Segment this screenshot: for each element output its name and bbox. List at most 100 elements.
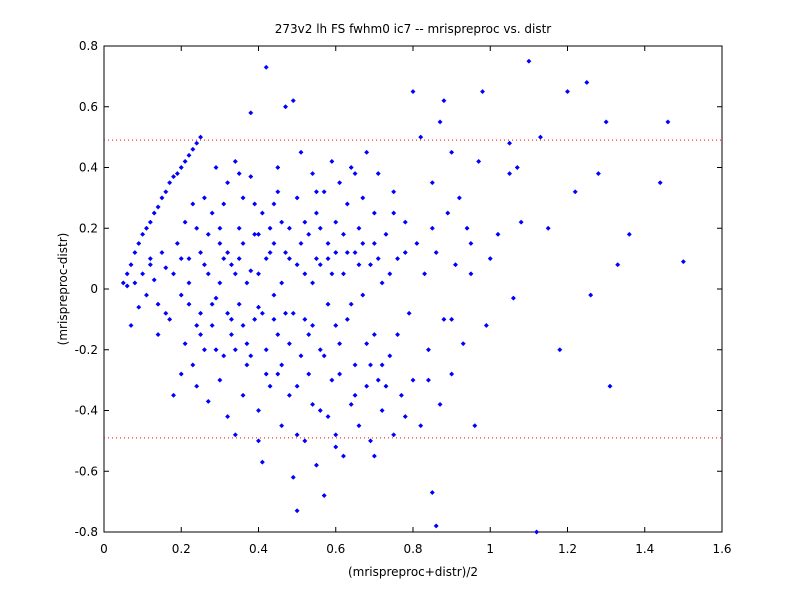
data-point [155,332,161,338]
data-point [259,310,265,316]
data-point [209,322,215,329]
data-point [344,201,350,207]
data-point [170,392,177,398]
data-point [526,58,532,64]
y-tick-label: -0.8 [75,525,98,539]
data-point [201,347,207,353]
data-point [514,164,520,171]
data-point [182,341,188,347]
data-point [271,292,277,298]
data-point [402,414,408,420]
data-point [306,231,312,237]
data-point [425,347,432,353]
data-point [433,249,439,256]
data-point [213,295,219,301]
data-point [240,392,246,398]
x-tick-label: 1.2 [558,542,577,556]
data-point [228,332,235,338]
data-point [313,189,319,195]
data-point [317,262,323,268]
data-point [147,256,153,262]
data-point [545,225,551,231]
data-point [298,240,304,246]
data-point [136,240,142,246]
data-point [217,280,223,286]
data-point [124,283,130,289]
data-point [198,134,204,140]
data-point [286,256,292,262]
data-point [143,225,150,231]
data-point [294,432,300,438]
data-point [174,240,180,246]
data-point [279,280,285,286]
data-point [348,401,354,407]
data-point [186,280,192,286]
data-point [225,414,231,420]
data-point [174,171,180,177]
data-point [267,225,273,231]
data-point [294,195,300,201]
data-point [128,322,134,329]
data-point [391,189,397,195]
data-point [476,158,482,164]
data-point [228,262,235,268]
data-point [310,280,316,286]
data-point [213,164,219,171]
data-point [410,377,416,383]
data-point [132,280,138,286]
data-point [379,280,385,286]
data-point [371,453,377,459]
data-point [603,119,609,125]
data-point [263,64,269,70]
data-point [379,362,385,368]
data-point [143,292,150,298]
data-point [228,316,235,322]
data-point [483,322,489,329]
data-point [507,171,513,177]
data-point [151,277,157,283]
data-point [321,353,327,359]
data-point [557,347,563,353]
data-point [248,268,254,274]
data-point [310,401,316,407]
data-point [433,523,439,529]
data-point [198,332,204,338]
data-point [155,204,161,210]
data-point [352,362,358,368]
chart-title: 273v2 lh FS fwhm0 ic7 -- mrispreproc vs.… [275,22,552,36]
data-point [267,383,273,389]
data-point [429,180,435,186]
data-point [313,256,319,262]
data-point [352,392,358,398]
data-point [337,341,343,347]
data-point [147,219,153,225]
data-point [236,171,242,177]
x-tick-label: 0.4 [249,542,268,556]
data-point [364,341,370,347]
data-point [259,459,265,465]
data-point [371,240,377,246]
data-point [205,231,211,237]
data-point [190,362,196,368]
data-point [460,341,466,347]
data-point [170,174,177,180]
data-point [244,362,250,368]
data-point [402,249,408,256]
data-point [255,407,262,414]
data-point [487,256,493,262]
data-point [333,322,339,329]
y-axis-label: (mrispreproc-distr) [56,233,70,346]
data-point [275,189,281,195]
data-point [398,392,404,398]
data-point [495,231,501,237]
plot-area: 0 0.2 0.4 0.6 0.8 1 1.2 1.4 1.6 -0.8 -0.6 -0.4 -0.2 0… [75,39,732,556]
data-point [437,401,443,407]
data-point [356,423,362,429]
data-point [418,134,424,140]
data-point [194,225,200,231]
y-tick-label: 0.8 [79,39,98,53]
data-point [255,271,262,277]
data-point [132,249,138,256]
data-point [348,164,354,171]
